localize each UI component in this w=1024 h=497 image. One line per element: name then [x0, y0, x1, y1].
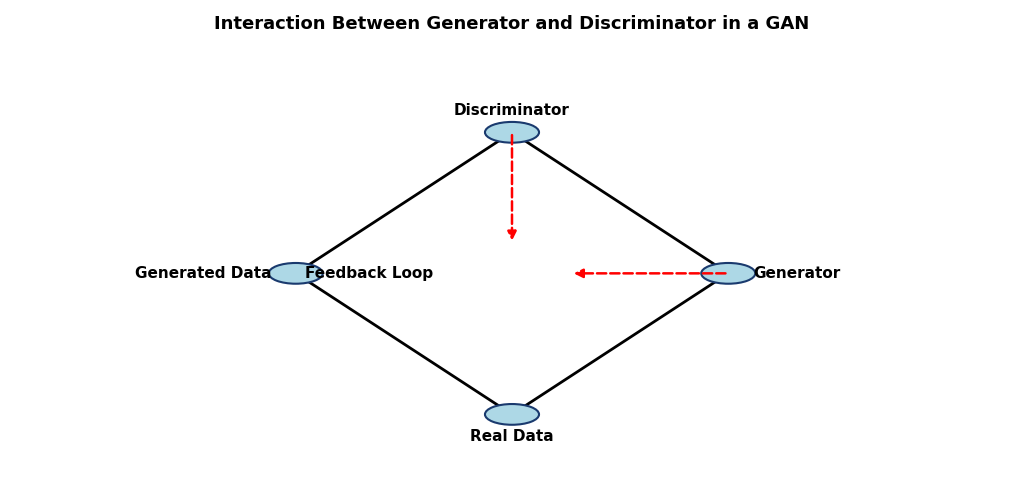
- Ellipse shape: [268, 263, 323, 284]
- Ellipse shape: [485, 404, 539, 425]
- Text: Generated Data: Generated Data: [134, 266, 271, 281]
- Text: Real Data: Real Data: [470, 429, 554, 444]
- Ellipse shape: [485, 122, 539, 143]
- Text: Generator: Generator: [753, 266, 840, 281]
- Text: Feedback Loop: Feedback Loop: [305, 266, 433, 281]
- Ellipse shape: [701, 263, 756, 284]
- Text: Discriminator: Discriminator: [454, 103, 570, 118]
- Text: Interaction Between Generator and Discriminator in a GAN: Interaction Between Generator and Discri…: [214, 15, 810, 33]
